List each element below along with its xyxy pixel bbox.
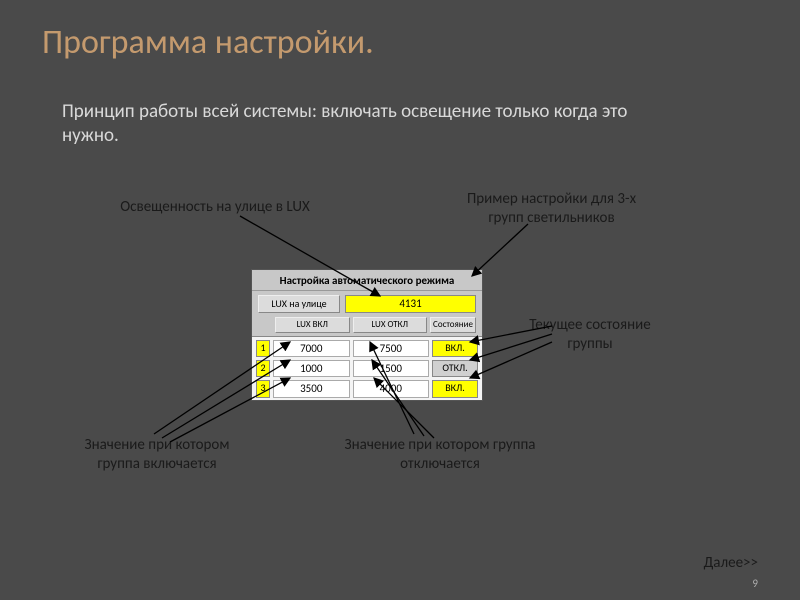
label-current-state: Текущее состояние группы: [510, 316, 670, 354]
row-index[interactable]: 2: [256, 360, 270, 377]
page-subtitle: Принцип работы всей системы: включать ос…: [62, 100, 642, 148]
lux-off-cell[interactable]: 1500: [353, 360, 430, 377]
page-title: Программа настройки.: [42, 22, 374, 63]
lux-off-cell[interactable]: 4000: [353, 380, 430, 397]
table-row: 1 7000 7500 ВКЛ.: [256, 337, 478, 357]
lux-value: 4131: [345, 295, 476, 313]
lux-row: LUX на улице 4131: [252, 291, 482, 316]
lux-on-cell[interactable]: 3500: [273, 380, 350, 397]
rows-container: 1 7000 7500 ВКЛ. 2 1000 1500 ОТКЛ. 3 350…: [252, 336, 482, 400]
table-row: 3 3500 4000 ВКЛ.: [256, 377, 478, 397]
head-lux-off[interactable]: LUX ОТКЛ: [353, 317, 428, 333]
label-value-on: Значение при котором группа включается: [62, 436, 252, 474]
row-index[interactable]: 1: [256, 340, 270, 357]
lux-on-cell[interactable]: 7000: [273, 340, 350, 357]
table-row: 2 1000 1500 ОТКЛ.: [256, 357, 478, 377]
next-link[interactable]: Далее>>: [704, 554, 758, 572]
state-cell: ОТКЛ.: [432, 360, 478, 377]
row-index[interactable]: 3: [256, 380, 270, 397]
label-lux-outdoor: Освещенность на улице в LUX: [100, 198, 330, 217]
lux-street-button[interactable]: LUX на улице: [258, 295, 340, 313]
head-lux-on[interactable]: LUX ВКЛ: [275, 317, 350, 333]
head-state[interactable]: Состояние: [430, 317, 476, 333]
panel-title: Настройка автоматического режима: [252, 270, 482, 291]
label-three-groups: Пример настройки для 3-х групп светильни…: [454, 190, 649, 228]
label-value-off: Значение при котором группа отключается: [340, 436, 540, 474]
lux-off-cell[interactable]: 7500: [353, 340, 430, 357]
state-cell: ВКЛ.: [432, 380, 478, 397]
lux-on-cell[interactable]: 1000: [273, 360, 350, 377]
config-panel: Настройка автоматического режима LUX на …: [251, 269, 483, 401]
state-cell: ВКЛ.: [432, 340, 478, 357]
header-row: LUX ВКЛ LUX ОТКЛ Состояние: [252, 316, 482, 336]
page-number: 9: [752, 577, 758, 590]
